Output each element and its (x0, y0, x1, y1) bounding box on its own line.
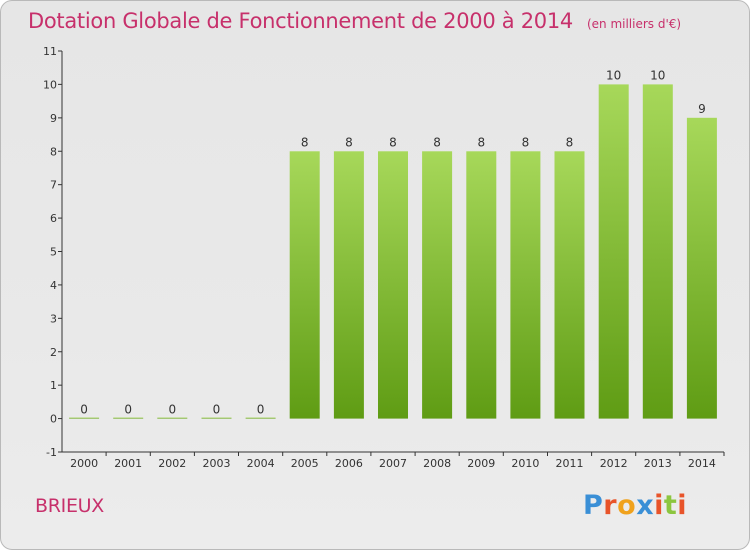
y-tick-label: 1 (50, 379, 57, 392)
x-tick-label-2000: 2000 (70, 457, 98, 470)
x-tick-label-2007: 2007 (379, 457, 407, 470)
x-tick-label-2004: 2004 (247, 457, 275, 470)
value-label-2010: 8 (522, 135, 530, 149)
value-label-2009: 8 (477, 135, 485, 149)
logo-letter: i (677, 490, 688, 521)
y-tick-label: 3 (50, 312, 57, 325)
value-label-2007: 8 (389, 135, 397, 149)
chart-title: Dotation Globale de Fonctionnement de 20… (28, 9, 573, 33)
bar-2001 (113, 417, 144, 419)
value-label-2004: 0 (257, 403, 265, 417)
value-label-2001: 0 (124, 403, 132, 417)
logo-letter: P (583, 490, 604, 521)
value-label-2014: 9 (698, 102, 706, 116)
value-label-2003: 0 (213, 403, 221, 417)
x-tick-label-2009: 2009 (467, 457, 495, 470)
value-label-2005: 8 (301, 135, 309, 149)
x-tick-label-2005: 2005 (291, 457, 319, 470)
x-tick-label-2012: 2012 (600, 457, 628, 470)
y-tick-label: 4 (50, 279, 57, 292)
logo-letter: o (617, 490, 637, 521)
x-tick-label-2008: 2008 (423, 457, 451, 470)
bar-2008 (422, 151, 453, 419)
x-tick-label-2010: 2010 (511, 457, 539, 470)
commune-name: BRIEUX (35, 495, 104, 517)
bar-2005 (289, 151, 320, 419)
value-label-2008: 8 (433, 135, 441, 149)
y-tick-label: 7 (50, 179, 57, 192)
y-tick-label: 8 (50, 145, 57, 158)
bar-2004 (245, 417, 276, 419)
y-tick-label: -1 (46, 446, 57, 459)
bar-2006 (333, 151, 364, 419)
value-label-2002: 0 (168, 403, 176, 417)
x-tick-label-2002: 2002 (158, 457, 186, 470)
y-tick-label: 2 (50, 346, 57, 359)
value-label-2011: 8 (566, 135, 574, 149)
bar-2009 (466, 151, 497, 419)
logo-letter: x (636, 490, 655, 521)
value-label-2012: 10 (606, 68, 621, 82)
bar-2010 (510, 151, 541, 419)
y-tick-label: 0 (50, 413, 57, 426)
bar-2007 (378, 151, 408, 419)
x-tick-label-2006: 2006 (335, 457, 363, 470)
value-label-2013: 10 (650, 68, 665, 82)
value-label-2006: 8 (345, 135, 353, 149)
y-tick-label: 9 (50, 112, 57, 125)
proxiti-logo: Proxiti (583, 490, 687, 521)
bar-2002 (157, 417, 188, 419)
value-label-2000: 0 (80, 403, 88, 417)
x-tick-label-2003: 2003 (203, 457, 231, 470)
x-tick-label-2001: 2001 (114, 457, 142, 470)
x-tick-label-2013: 2013 (644, 457, 672, 470)
bar-2003 (201, 417, 232, 419)
title-row: Dotation Globale de Fonctionnement de 20… (28, 9, 681, 33)
x-tick-label-2011: 2011 (556, 457, 584, 470)
y-tick-label: 10 (43, 78, 57, 91)
unit-note: (en milliers d'€) (586, 17, 682, 31)
bar-2013 (642, 84, 673, 419)
y-tick-label: 5 (50, 246, 57, 259)
x-tick-label-2014: 2014 (688, 457, 716, 470)
bar-2012 (598, 84, 629, 419)
logo-letter: i (654, 490, 664, 521)
bar-2000 (69, 417, 100, 419)
bar-2011 (554, 151, 585, 419)
y-tick-label: 6 (50, 212, 57, 225)
bar-2014 (686, 117, 717, 419)
logo-letter: t (663, 490, 678, 521)
y-tick-label: 11 (43, 45, 57, 58)
logo-letter: r (603, 490, 618, 521)
